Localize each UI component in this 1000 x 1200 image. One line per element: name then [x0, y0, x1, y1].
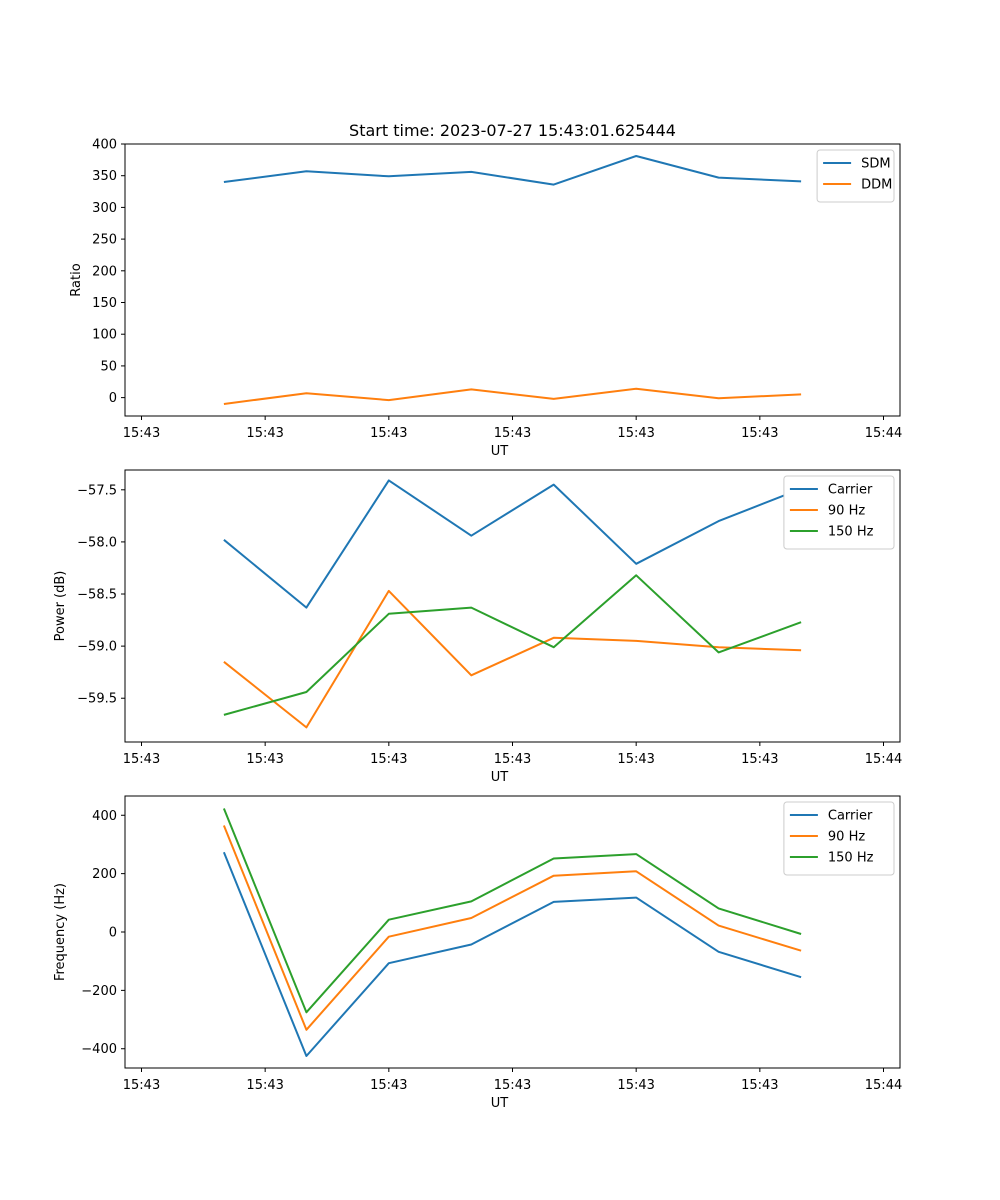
x-tick-label: 15:43 — [741, 426, 778, 441]
y-axis-label: Ratio — [69, 263, 84, 296]
legend-label: DDM — [861, 178, 892, 193]
legend: Carrier 90 Hz 150 Hz — [783, 475, 895, 550]
y-tick-label: −200 — [81, 984, 117, 999]
x-tick-label: 15:43 — [246, 426, 283, 441]
x-tick-label: 15:43 — [246, 1078, 283, 1093]
x-tick-label: 15:43 — [617, 1078, 654, 1093]
x-tick-label: 15:44 — [865, 752, 902, 767]
series-line-carrier — [222, 851, 802, 1057]
x-tick-label: 15:43 — [494, 426, 531, 441]
x-tick-label: 15:44 — [865, 426, 902, 441]
x-axis-label: UT — [491, 444, 509, 459]
series-line-carrier — [223, 479, 802, 609]
y-tick-label: 0 — [109, 391, 117, 406]
legend-label: Carrier — [828, 483, 873, 498]
legend: Carrier 90 Hz 150 Hz — [783, 801, 895, 876]
y-tick-label: −59.5 — [77, 692, 117, 707]
y-tick-label: 200 — [92, 264, 117, 279]
y-tick-label: 200 — [92, 867, 117, 882]
x-tick-label: 15:44 — [865, 1078, 902, 1093]
x-tick-label: 15:43 — [617, 426, 654, 441]
x-axis-label: UT — [491, 1096, 509, 1111]
x-tick-label: 15:43 — [494, 1078, 531, 1093]
y-tick-label: 0 — [109, 926, 117, 941]
x-tick-label: 15:43 — [370, 1078, 407, 1093]
legend-label: Carrier — [828, 809, 873, 824]
x-axis-label: UT — [491, 770, 509, 785]
frequency-series-group — [222, 808, 802, 1057]
series-line-90-hz — [222, 825, 802, 1031]
y-tick-label: −400 — [81, 1042, 117, 1057]
series-line-ddm — [223, 387, 802, 405]
legend-label: 90 Hz — [828, 504, 865, 519]
x-tick-label: 15:43 — [741, 1078, 778, 1093]
y-axis-label: Frequency (Hz) — [53, 883, 68, 981]
y-tick-label: 100 — [92, 328, 117, 343]
power-series-group — [223, 479, 802, 729]
panel-frequency: 15:43 15:43 15:43 15:43 15:43 15:43 15:44 −400 −… — [53, 795, 902, 1111]
x-tick-label: 15:43 — [123, 752, 160, 767]
x-tick-label: 15:43 — [741, 752, 778, 767]
y-tick-label: −58.5 — [77, 588, 117, 603]
y-axis-label: Power (dB) — [53, 571, 68, 642]
plot-frame — [124, 143, 901, 417]
series-line-90-hz — [223, 589, 802, 729]
y-tick-label: 350 — [92, 169, 117, 184]
x-tick-label: 15:43 — [370, 426, 407, 441]
legend-label: 150 Hz — [828, 851, 874, 866]
y-tick-label: 150 — [92, 296, 117, 311]
y-tick-label: −57.5 — [77, 483, 117, 498]
legend-label: SDM — [861, 157, 890, 172]
y-tick-label: 50 — [100, 359, 117, 374]
legend: SDM DDM — [816, 149, 895, 203]
y-tick-label: −58.0 — [77, 535, 117, 550]
legend-label: 150 Hz — [828, 525, 874, 540]
y-tick-label: 250 — [92, 233, 117, 248]
legend-label: 90 Hz — [828, 830, 865, 845]
series-line-150-hz — [222, 808, 802, 1014]
ratio-series-group — [223, 155, 802, 405]
x-tick-label: 15:43 — [123, 1078, 160, 1093]
panel-ratio: Start time: 2023-07-27 15:43:01.625444 15… — [69, 121, 902, 459]
y-tick-label: −59.0 — [77, 640, 117, 655]
series-line-sdm — [223, 155, 802, 186]
y-tick-label: 400 — [92, 809, 117, 824]
x-tick-label: 15:43 — [617, 752, 654, 767]
x-tick-label: 15:43 — [370, 752, 407, 767]
y-tick-label: 300 — [92, 201, 117, 216]
y-tick-label: 400 — [92, 138, 117, 153]
series-line-150-hz — [223, 574, 802, 716]
x-tick-label: 15:43 — [246, 752, 283, 767]
chart-title: Start time: 2023-07-27 15:43:01.625444 — [349, 121, 676, 140]
x-tick-label: 15:43 — [494, 752, 531, 767]
panel-power: 15:43 15:43 15:43 15:43 15:43 15:43 15:44 −59.5… — [53, 469, 902, 785]
x-tick-label: 15:43 — [123, 426, 160, 441]
